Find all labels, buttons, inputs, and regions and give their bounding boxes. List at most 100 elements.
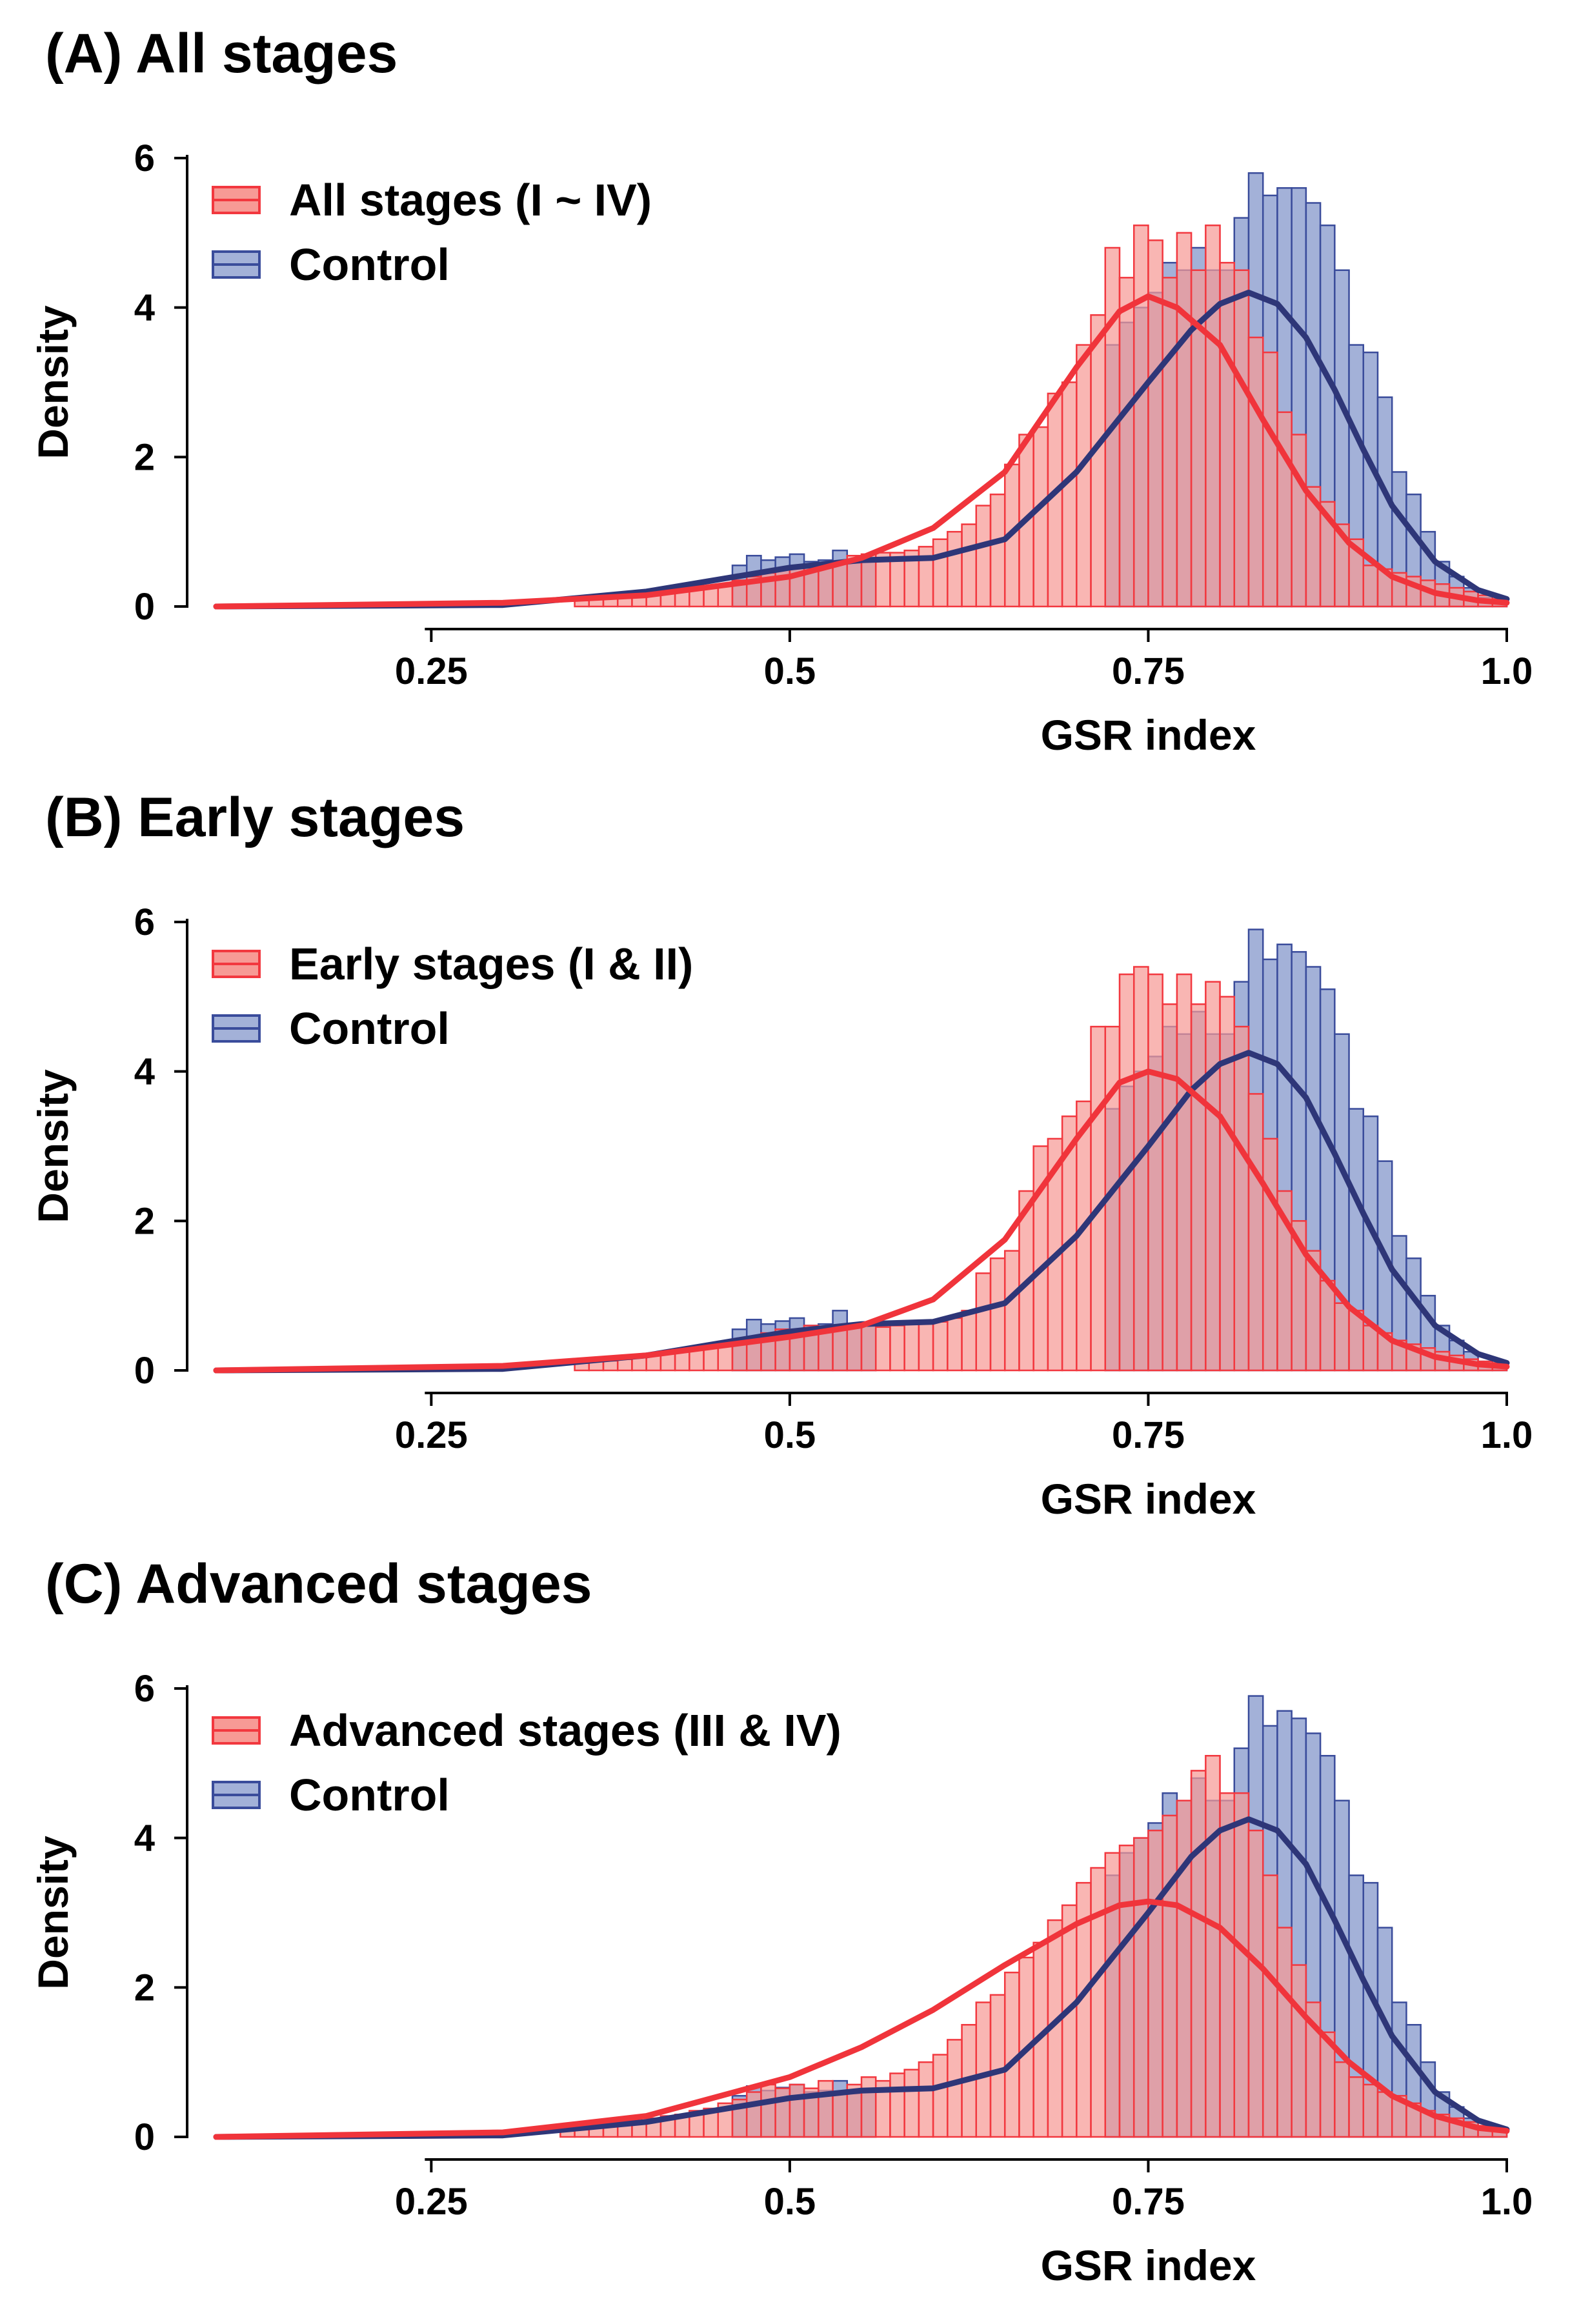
y-tick-label: 6	[134, 901, 155, 943]
case-bar	[1362, 1325, 1379, 1372]
case-bar	[1262, 1874, 1278, 2138]
case-bar	[1162, 1003, 1178, 1372]
case-bar	[1104, 1852, 1121, 2138]
case-bar	[1291, 1964, 1307, 2138]
x-tick-label: 0.25	[395, 1414, 468, 1456]
legend-label: Early stages (I & II)	[289, 939, 693, 989]
x-axis-label: GSR index	[1041, 2241, 1256, 2289]
x-axis-label: GSR index	[1041, 1475, 1256, 1523]
case-bar	[1334, 2061, 1350, 2138]
case-bar	[832, 2091, 849, 2138]
case-bar	[975, 1272, 992, 1372]
legend-label: Control	[289, 1770, 450, 1820]
case-bar	[1219, 996, 1236, 1372]
case-bar	[1132, 966, 1149, 1372]
legend: All stages (I ~ IV) Control	[212, 175, 652, 290]
case-bar	[903, 1323, 920, 1372]
y-tick-label: 2	[134, 1200, 155, 1242]
x-tick-label: 1.0	[1481, 2181, 1533, 2223]
case-bar	[1233, 1025, 1250, 1372]
panel-c-title: (C) Advanced stages	[45, 1553, 592, 1615]
case-bar	[1132, 225, 1149, 608]
case-bar	[1334, 1302, 1350, 1372]
case-bar	[1176, 232, 1193, 608]
case-bar	[1205, 1755, 1221, 2138]
legend-label: Control	[289, 239, 450, 290]
case-bar	[1205, 981, 1221, 1372]
case-bar	[1205, 225, 1221, 608]
case-bar	[961, 1310, 978, 1372]
case-bar	[745, 2091, 762, 2138]
case-bar	[1291, 434, 1307, 608]
case-bar	[1190, 1770, 1207, 2138]
case-bar	[818, 1328, 834, 1372]
y-tick-label: 6	[134, 1668, 155, 1710]
legend-label: Control	[289, 1003, 450, 1054]
y-tick-label: 0	[134, 2116, 155, 2158]
case-bar	[1118, 277, 1135, 608]
case-bar	[860, 1323, 877, 1372]
case-bar	[932, 538, 949, 608]
y-tick-label: 4	[134, 1818, 155, 1859]
case-bar	[903, 2069, 920, 2138]
case-bar	[1147, 973, 1163, 1372]
case-bar	[1219, 261, 1236, 608]
case-density-curve	[213, 293, 1510, 610]
x-tick-label: 0.75	[1112, 650, 1185, 692]
case-bar	[789, 2083, 805, 2138]
case-bar	[832, 561, 849, 608]
case-bar	[1190, 1003, 1207, 1372]
x-axis-label: GSR index	[1041, 711, 1256, 759]
x-tick-label: 0.5	[764, 650, 816, 692]
case-bar	[961, 523, 978, 608]
case-bar	[989, 1257, 1006, 1372]
case-bar	[1262, 1137, 1278, 1372]
case-bar	[932, 2054, 949, 2138]
y-tick-label: 2	[134, 436, 155, 478]
case-bar	[1348, 2076, 1365, 2138]
case-bar	[1132, 1837, 1149, 2138]
case-bar	[1262, 351, 1278, 608]
legend: Advanced stages (III & IV) Control	[212, 1705, 841, 1820]
y-axis-label: Density	[29, 305, 77, 459]
panel-b-title: (B) Early stages	[45, 786, 465, 848]
legend-label: All stages (I ~ IV)	[289, 175, 652, 225]
case-bar	[989, 494, 1006, 608]
case-bar	[947, 1317, 963, 1372]
legend-label: Advanced stages (III & IV)	[289, 1705, 841, 1756]
case-bar	[1362, 2083, 1379, 2138]
panel-c: (C) Advanced stages 0 2 4 6 Density 0.25 0.5 0.…	[0, 1556, 1570, 2324]
panel-c-chart: 0 2 4 6 Density 0.25 0.5 0.75 1.0 GSR index Advanc…	[29, 1668, 1533, 2289]
panel-a-title: (A) All stages	[45, 23, 398, 85]
case-bar	[1247, 1093, 1264, 1372]
case-bar	[703, 586, 720, 608]
case-density-curve	[213, 1898, 1510, 2140]
case-bar	[1003, 1250, 1020, 1372]
case-bar	[874, 1326, 891, 1372]
case-bar	[1276, 1927, 1293, 2138]
case-bar	[860, 2076, 877, 2138]
case-bar	[947, 2039, 963, 2138]
control-density-curve	[213, 290, 1510, 610]
case-bar	[1032, 426, 1049, 608]
case-bar	[1319, 1279, 1336, 1372]
case-bar	[1118, 1845, 1135, 2138]
case-bar	[1090, 314, 1107, 608]
x-tick-label: 0.5	[764, 2181, 816, 2223]
case-bar	[975, 505, 992, 608]
case-bar	[1176, 973, 1193, 1372]
case-bar	[1076, 344, 1092, 608]
case-bar	[1176, 1799, 1193, 2138]
y-tick-label: 0	[134, 586, 155, 628]
case-bar	[1233, 269, 1250, 608]
case-bar	[889, 2072, 905, 2138]
panel-a-chart: 0 2 4 6 Density 0.25 0.5 0.75 1.0 GSR index All st…	[29, 137, 1533, 759]
case-bar	[616, 1358, 633, 1372]
case-bar	[1376, 2091, 1393, 2138]
case-bar	[889, 1325, 905, 1372]
x-tick-label: 0.75	[1112, 2181, 1185, 2223]
y-tick-label: 4	[134, 287, 155, 329]
case-bar	[818, 2079, 834, 2138]
x-tick-label: 1.0	[1481, 1414, 1533, 1456]
case-bar	[1233, 1792, 1250, 2138]
